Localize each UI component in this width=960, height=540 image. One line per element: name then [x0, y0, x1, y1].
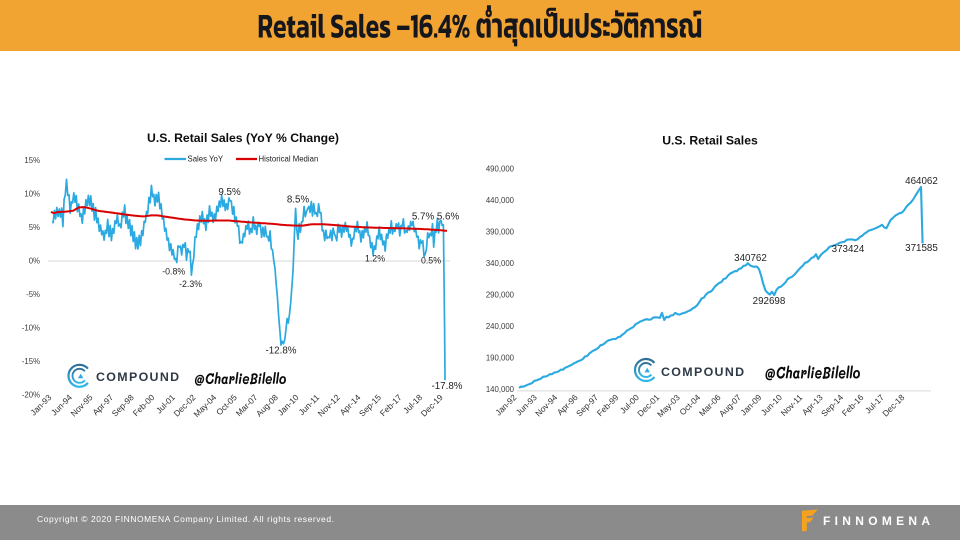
svg-text:373424: 373424 [832, 244, 865, 255]
svg-text:5.6%: 5.6% [437, 212, 460, 223]
svg-text:0.5%: 0.5% [421, 256, 441, 266]
svg-text:5%: 5% [29, 223, 40, 232]
svg-text:440,000: 440,000 [486, 196, 515, 205]
svg-text:290,000: 290,000 [486, 291, 515, 300]
svg-text:371585: 371585 [905, 243, 938, 254]
svg-text:Historical Median: Historical Median [259, 155, 319, 164]
svg-text:8.5%: 8.5% [287, 195, 310, 206]
svg-text:FINNOMENA: FINNOMENA [823, 514, 934, 528]
svg-text:-10%: -10% [22, 324, 40, 333]
svg-text:390,000: 390,000 [486, 227, 515, 236]
svg-text:340,000: 340,000 [486, 259, 515, 268]
svg-text:140,000: 140,000 [486, 385, 515, 394]
svg-text:-0.8%: -0.8% [162, 267, 185, 277]
svg-text:COMPOUND: COMPOUND [96, 370, 180, 384]
svg-text:240,000: 240,000 [486, 322, 515, 331]
svg-text:5.7%: 5.7% [412, 212, 435, 223]
svg-text:-5%: -5% [26, 290, 40, 299]
svg-text:0%: 0% [29, 257, 40, 266]
svg-text:1.2%: 1.2% [365, 254, 385, 264]
svg-text:292698: 292698 [753, 296, 786, 307]
svg-text:-20%: -20% [22, 391, 40, 400]
svg-text:340762: 340762 [734, 253, 767, 264]
svg-text:U.S. Retail Sales: U.S. Retail Sales [662, 134, 758, 148]
svg-text:COMPOUND: COMPOUND [661, 365, 745, 379]
svg-text:-17.8%: -17.8% [431, 381, 462, 392]
svg-text:-12.8%: -12.8% [265, 346, 296, 357]
svg-text:Sales YoY: Sales YoY [188, 155, 224, 164]
svg-text:-2.3%: -2.3% [179, 279, 202, 289]
svg-text:U.S. Retail Sales (YoY % Chang: U.S. Retail Sales (YoY % Change) [147, 131, 339, 145]
svg-text:190,000: 190,000 [486, 354, 515, 363]
svg-text:464062: 464062 [905, 176, 938, 187]
svg-text:490,000: 490,000 [486, 164, 515, 173]
svg-text:-15%: -15% [22, 357, 40, 366]
svg-text:Copyright © 2020 FINNOMENA Com: Copyright © 2020 FINNOMENA Company Limit… [37, 514, 335, 524]
svg-text:10%: 10% [24, 190, 40, 199]
svg-text:15%: 15% [24, 156, 40, 165]
svg-text:9.5%: 9.5% [218, 187, 241, 198]
